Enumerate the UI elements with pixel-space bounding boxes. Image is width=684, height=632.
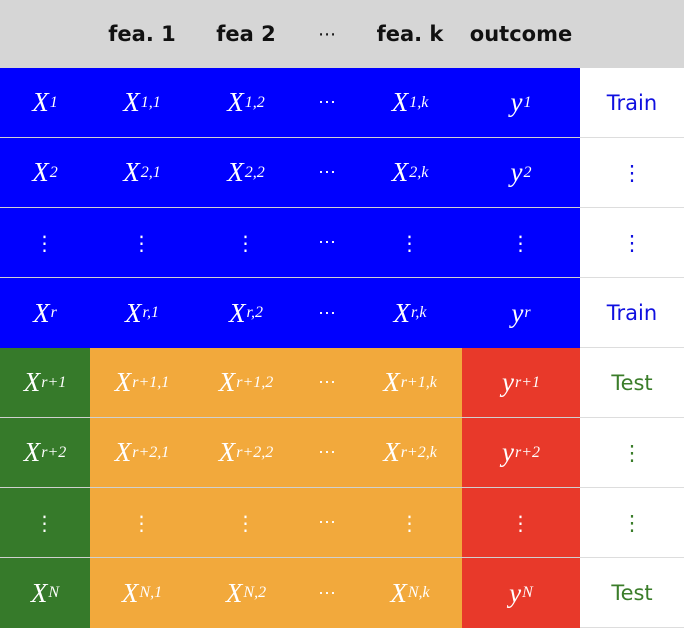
header-ellipsis: ⋯ [298,0,358,68]
outcome-cell: y r+2 [462,418,580,488]
feature-2-cell: X N,2 [194,558,298,628]
split-label: ⋮ [580,418,684,488]
ellipsis-cell: ⋯ [298,138,358,208]
split-label: ⋮ [580,208,684,278]
ellipsis-cell: ⋯ [298,348,358,418]
outcome-cell: ⋮ [462,208,580,278]
ellipsis-cell: ⋯ [298,418,358,488]
split-label: Train [580,278,684,348]
header-feature-2: fea 2 [194,0,298,68]
feature-1-cell: ⋮ [90,488,194,558]
feature-k-cell: X 1,k [358,68,462,138]
split-label: ⋮ [580,488,684,558]
split-label: Test [580,558,684,628]
ellipsis-cell: ⋯ [298,488,358,558]
feature-k-cell: X N,k [358,558,462,628]
ellipsis-cell: ⋯ [298,278,358,348]
feature-2-cell: ⋮ [194,488,298,558]
feature-1-cell: X N,1 [90,558,194,628]
header-feature-1: fea. 1 [90,0,194,68]
outcome-cell: ⋮ [462,488,580,558]
feature-k-cell: X 2,k [358,138,462,208]
header-blank-left [0,0,90,68]
feature-1-cell: ⋮ [90,208,194,278]
feature-2-cell: X 2,2 [194,138,298,208]
header-feature-k: fea. k [358,0,462,68]
ellipsis-cell: ⋯ [298,558,358,628]
row-id-cell: ⋮ [0,208,90,278]
outcome-cell: y r+1 [462,348,580,418]
feature-2-cell: X 1,2 [194,68,298,138]
ellipsis-cell: ⋯ [298,208,358,278]
feature-1-cell: X 2,1 [90,138,194,208]
feature-1-cell: X 1,1 [90,68,194,138]
header-blank-right [580,0,684,68]
feature-k-cell: ⋮ [358,208,462,278]
header-outcome: outcome [462,0,580,68]
split-label: ⋮ [580,138,684,208]
split-label: Test [580,348,684,418]
split-label: Train [580,68,684,138]
ellipsis-cell: ⋯ [298,68,358,138]
row-id-cell: ⋮ [0,488,90,558]
feature-k-cell: ⋮ [358,488,462,558]
feature-2-cell: ⋮ [194,208,298,278]
